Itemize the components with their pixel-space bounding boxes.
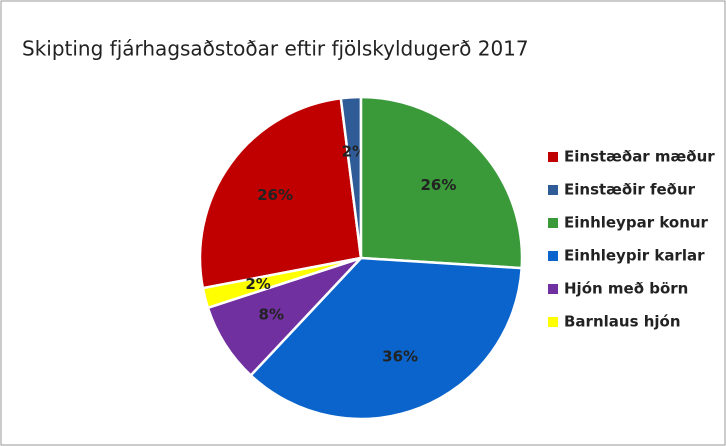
legend-swatch — [548, 218, 558, 228]
legend-label: Hjón með börn — [564, 280, 688, 298]
value-label: 8% — [259, 305, 284, 323]
legend-swatch — [548, 152, 558, 162]
legend-swatch — [548, 317, 558, 327]
legend-label: Einhleypar konur — [564, 214, 709, 232]
value-label: 26% — [257, 186, 293, 204]
pie-slice — [201, 256, 362, 310]
pie-slice — [359, 95, 524, 270]
value-label: 26% — [421, 176, 457, 194]
chart-title: Skipting fjárhagsaðstoðar eftir fjölskyl… — [22, 37, 529, 61]
legend-label: Einstæðar mæður — [564, 148, 715, 166]
legend-label: Einstæðir feður — [564, 181, 696, 199]
value-label: 36% — [382, 347, 418, 365]
value-label: 2% — [245, 275, 270, 293]
pie-slice — [198, 96, 363, 290]
pie-slice — [249, 256, 524, 421]
legend-swatch — [548, 185, 558, 195]
legend-swatch — [548, 251, 558, 261]
legend-label: Barnlaus hjón — [564, 313, 681, 331]
legend-swatch — [548, 284, 558, 294]
legend-label: Einhleypir karlar — [564, 247, 705, 265]
